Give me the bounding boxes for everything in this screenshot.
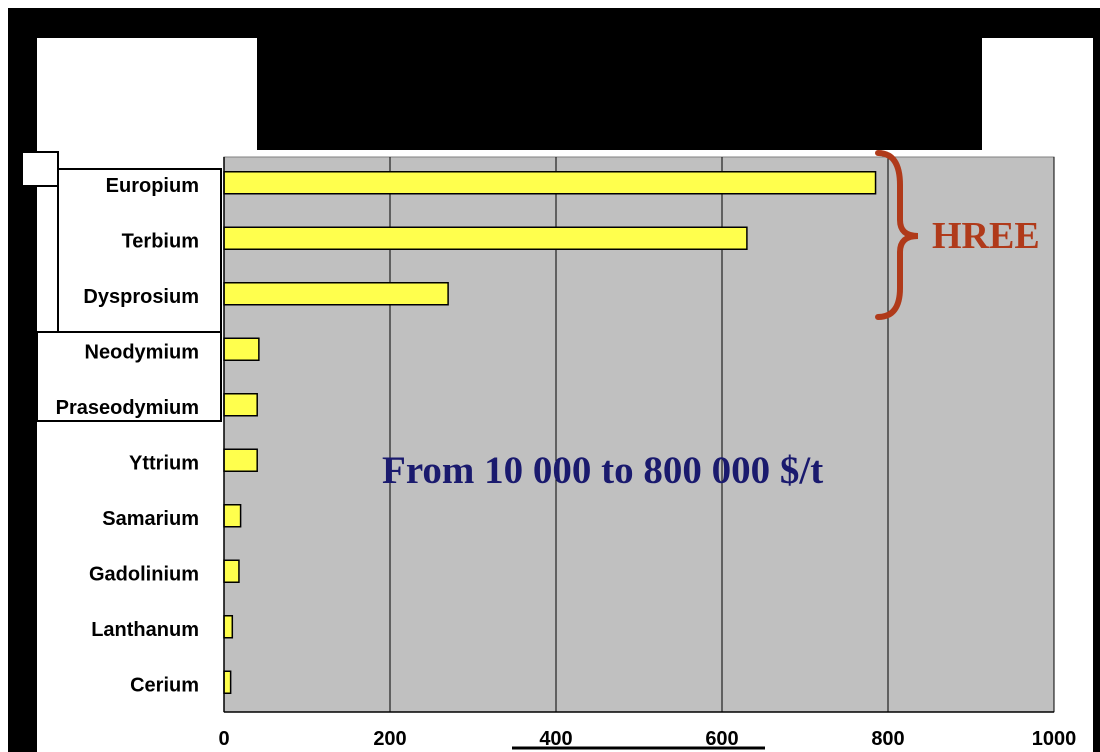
- bar-neodymium: [223, 337, 260, 361]
- marker-square: [21, 151, 59, 187]
- bar-samarium: [223, 504, 242, 528]
- bar-praseodymium: [223, 393, 258, 417]
- category-label: Dysprosium: [83, 286, 199, 308]
- category-labels: Europium Terbium Dysprosium Neodymium Praseo…: [56, 175, 199, 697]
- bar-europium: [223, 171, 877, 195]
- category-label: Europium: [106, 175, 199, 197]
- x-tick-labels: 0 200 400 600 800 1000: [218, 728, 1076, 750]
- price-range-annotation: From 10 000 to 800 000 $/t: [382, 449, 823, 492]
- category-label: Samarium: [102, 508, 199, 530]
- x-tick-label: 600: [705, 728, 738, 750]
- hree-bracket: [875, 150, 919, 320]
- bar-cerium: [223, 670, 232, 694]
- bar-dysprosium: [223, 282, 449, 306]
- category-label: Gadolinium: [89, 563, 199, 585]
- bar-lanthanum: [223, 615, 234, 639]
- category-label: Yttrium: [129, 452, 199, 474]
- bars: [223, 171, 877, 694]
- category-label: Lanthanum: [91, 619, 199, 641]
- lree-labels-box: [36, 331, 222, 422]
- x-tick-label: 200: [373, 728, 406, 750]
- x-tick-label: 0: [218, 728, 229, 750]
- x-tick-label: 800: [871, 728, 904, 750]
- category-label: Cerium: [130, 674, 199, 696]
- category-label: Praseodymium: [56, 397, 199, 419]
- x-tick-label: 1000: [1032, 728, 1077, 750]
- bar-terbium: [223, 226, 748, 250]
- x-tick-label: 400: [539, 728, 572, 750]
- category-label: Terbium: [122, 230, 199, 252]
- slide-panel-right: [982, 38, 1093, 158]
- bar-yttrium: [223, 448, 258, 472]
- bar-gadolinium: [223, 559, 240, 583]
- category-label: Neodymium: [85, 341, 199, 363]
- hree-label: HREE: [932, 215, 1040, 257]
